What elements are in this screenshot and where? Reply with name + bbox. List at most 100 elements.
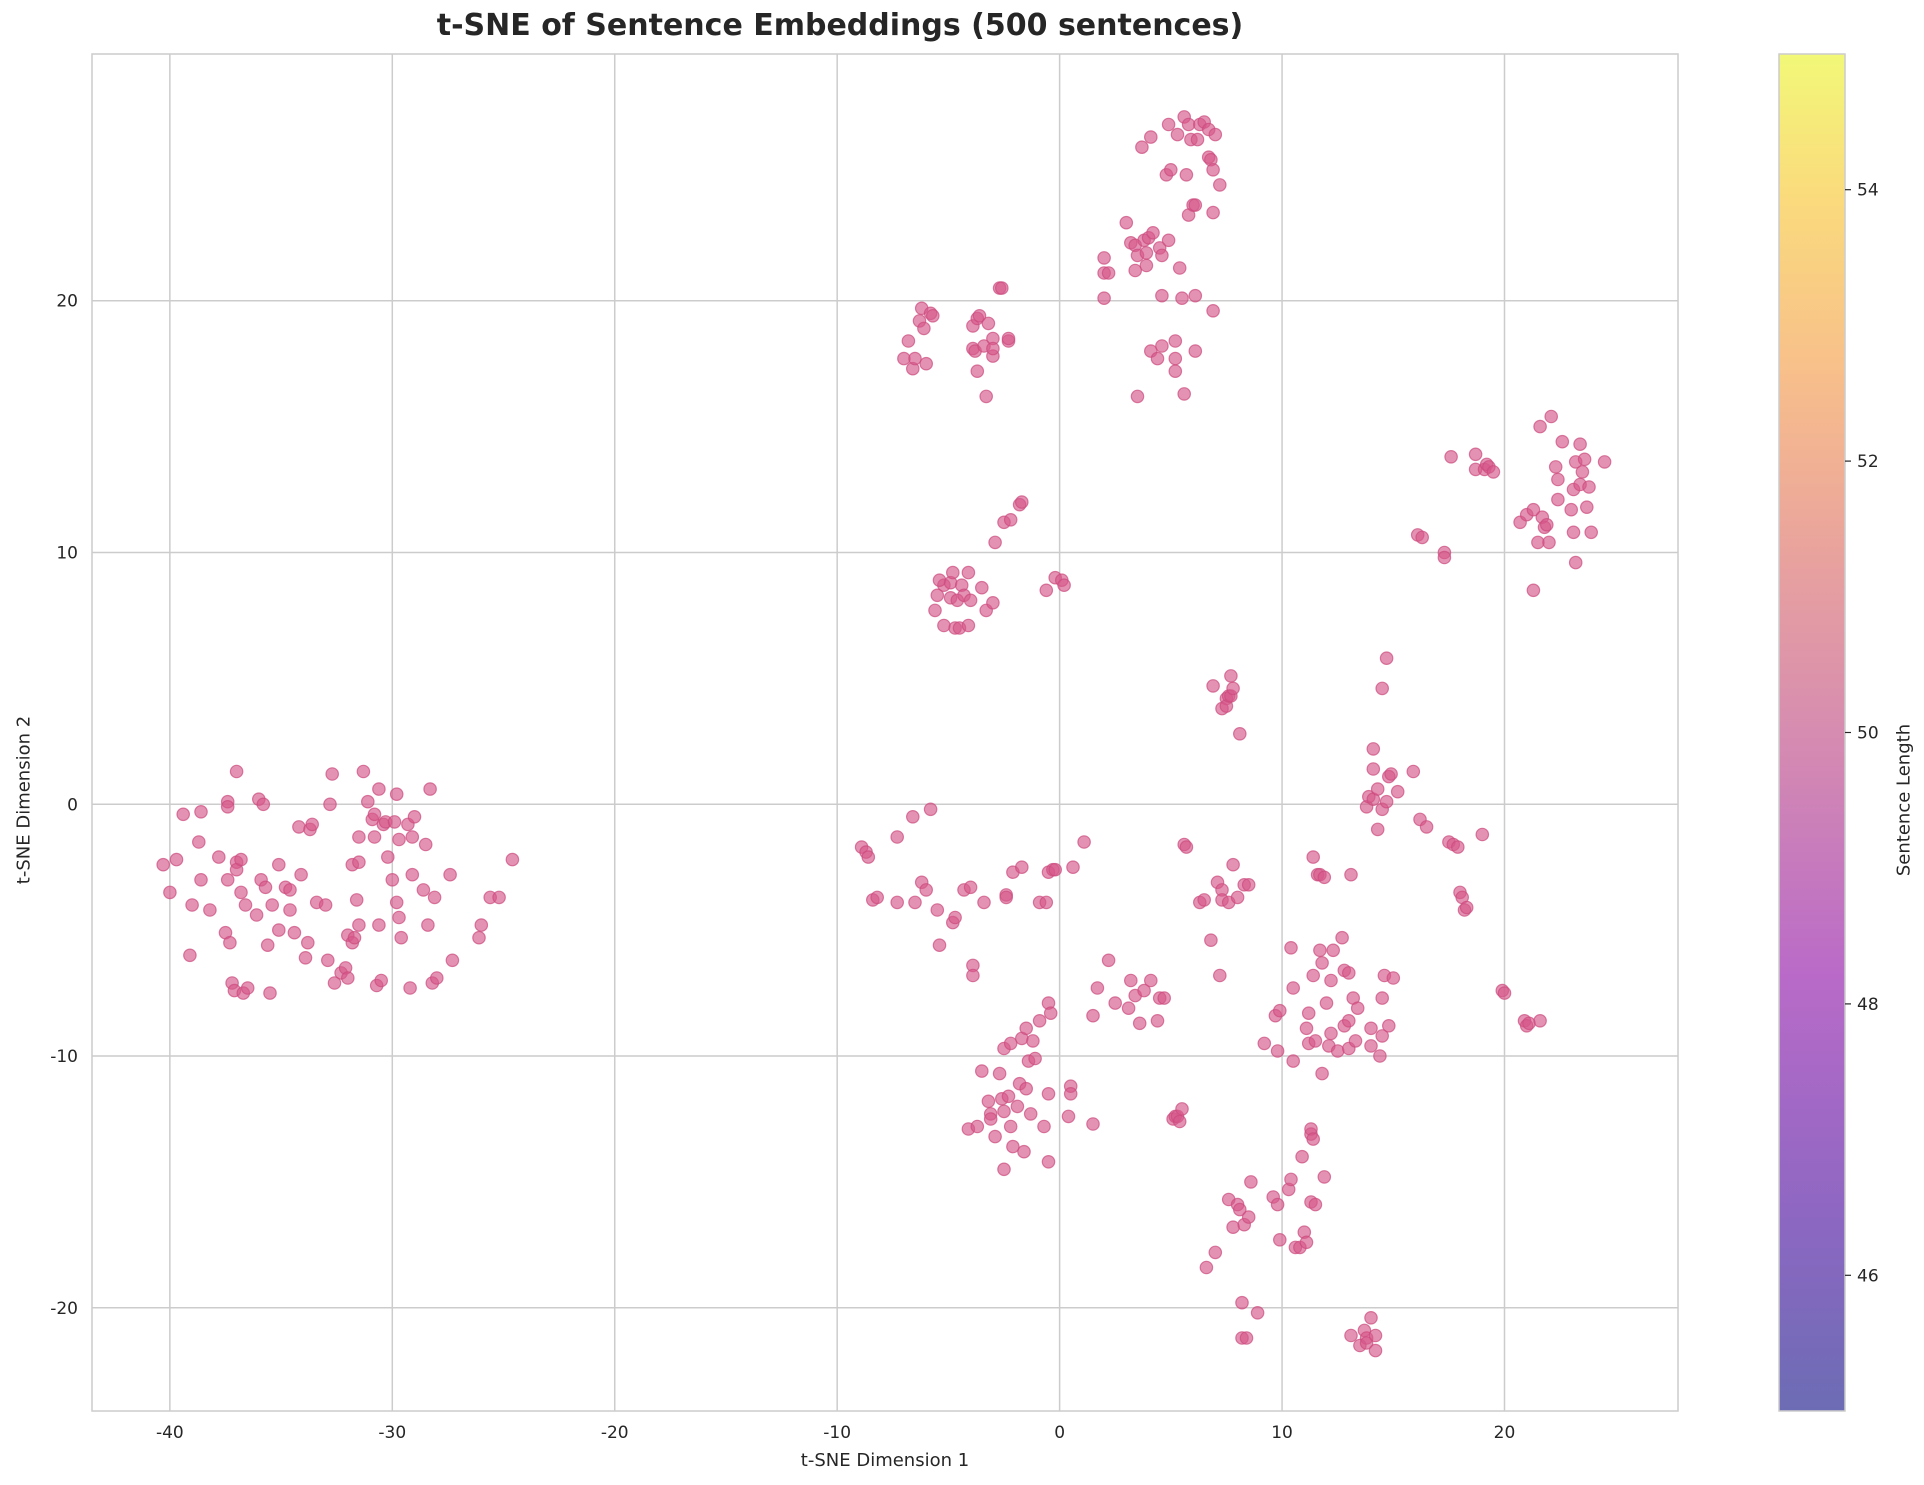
data-point xyxy=(1359,1336,1374,1350)
data-point xyxy=(240,981,255,995)
data-point xyxy=(220,872,235,887)
data-point xyxy=(1342,1013,1356,1028)
data-point xyxy=(1364,1021,1378,1036)
data-point xyxy=(407,809,422,824)
data-point xyxy=(1526,502,1541,517)
data-point xyxy=(405,830,420,844)
data-point xyxy=(1208,1245,1223,1260)
data-point xyxy=(1172,1114,1187,1129)
data-point xyxy=(367,830,382,844)
data-point xyxy=(1135,140,1149,154)
x-tick-label: -20 xyxy=(601,1423,629,1443)
data-point xyxy=(1150,351,1165,366)
data-point xyxy=(472,930,486,945)
data-point xyxy=(1199,1260,1214,1275)
data-point xyxy=(1250,1306,1265,1320)
data-point xyxy=(1313,943,1327,958)
data-point xyxy=(1132,1016,1147,1031)
data-point xyxy=(1306,968,1320,983)
data-point xyxy=(925,308,940,323)
data-point xyxy=(981,316,996,331)
data-point xyxy=(1181,117,1196,132)
data-point xyxy=(1533,419,1547,434)
data-point xyxy=(1582,480,1596,494)
data-point xyxy=(1175,291,1189,305)
data-point xyxy=(1366,742,1381,756)
data-point xyxy=(1379,651,1394,665)
data-point xyxy=(1161,233,1176,248)
data-point xyxy=(1584,525,1598,540)
data-point xyxy=(492,890,506,905)
data-point xyxy=(1213,178,1227,192)
data-point xyxy=(919,356,933,371)
data-point xyxy=(1419,820,1434,834)
data-point xyxy=(260,938,275,952)
data-point xyxy=(1048,862,1062,877)
data-point xyxy=(1344,1328,1358,1343)
data-point xyxy=(890,830,904,844)
data-point xyxy=(1326,943,1340,958)
colorbar-ticks: 46 48 50 52 54 xyxy=(1845,181,1879,1286)
data-point xyxy=(937,618,951,633)
data-point xyxy=(203,903,217,917)
data-point xyxy=(418,837,433,852)
data-point xyxy=(1063,1087,1078,1101)
data-point xyxy=(1239,1331,1254,1345)
data-point xyxy=(256,797,271,812)
data-point xyxy=(1003,1036,1018,1051)
data-point xyxy=(1566,525,1581,540)
data-point xyxy=(974,580,989,595)
data-point xyxy=(443,867,457,882)
y-tick-label: 20 xyxy=(56,292,78,312)
data-point xyxy=(1308,1034,1323,1048)
data-point xyxy=(1382,1019,1396,1033)
data-point xyxy=(963,880,978,895)
data-point xyxy=(185,898,199,912)
data-point xyxy=(994,281,1009,295)
data-point xyxy=(1306,850,1320,864)
data-point xyxy=(1023,1107,1038,1121)
data-point xyxy=(974,1064,989,1078)
data-point xyxy=(1350,1001,1365,1015)
data-point xyxy=(1284,1172,1298,1187)
data-point xyxy=(372,918,386,932)
data-point xyxy=(1299,1021,1314,1036)
data-point xyxy=(1108,996,1122,1010)
data-point xyxy=(356,764,371,779)
data-point xyxy=(352,855,366,869)
data-point xyxy=(1306,1132,1320,1146)
data-point xyxy=(1177,387,1191,401)
data-point xyxy=(1001,1089,1016,1104)
data-point xyxy=(1317,1170,1332,1184)
data-point xyxy=(392,832,406,847)
data-point xyxy=(890,895,904,910)
data-point xyxy=(421,918,435,932)
data-point xyxy=(1244,1175,1258,1189)
data-point xyxy=(223,935,237,950)
x-tick-label: 20 xyxy=(1494,1423,1516,1443)
data-point xyxy=(229,764,244,779)
data-point xyxy=(1475,827,1490,842)
data-point xyxy=(1370,782,1385,796)
data-point xyxy=(970,364,985,378)
data-point xyxy=(1057,578,1071,592)
data-point xyxy=(970,1119,985,1134)
plot-area-frame xyxy=(91,53,1679,1412)
colorbar-tick-label: 54 xyxy=(1857,181,1879,201)
data-point xyxy=(1542,535,1556,550)
data-point xyxy=(961,565,976,580)
data-point xyxy=(983,1112,998,1126)
data-point xyxy=(1580,500,1594,514)
data-point xyxy=(1375,991,1389,1005)
x-tick-label: -40 xyxy=(156,1423,184,1443)
data-point xyxy=(1522,1016,1536,1031)
data-point xyxy=(1086,1008,1100,1023)
data-point xyxy=(945,565,960,580)
data-point xyxy=(1130,389,1145,404)
data-point xyxy=(963,593,978,608)
data-point xyxy=(249,908,264,922)
data-point xyxy=(1379,794,1394,809)
data-point xyxy=(1014,860,1029,874)
data-point xyxy=(1206,163,1220,177)
data-points xyxy=(156,110,1612,1358)
